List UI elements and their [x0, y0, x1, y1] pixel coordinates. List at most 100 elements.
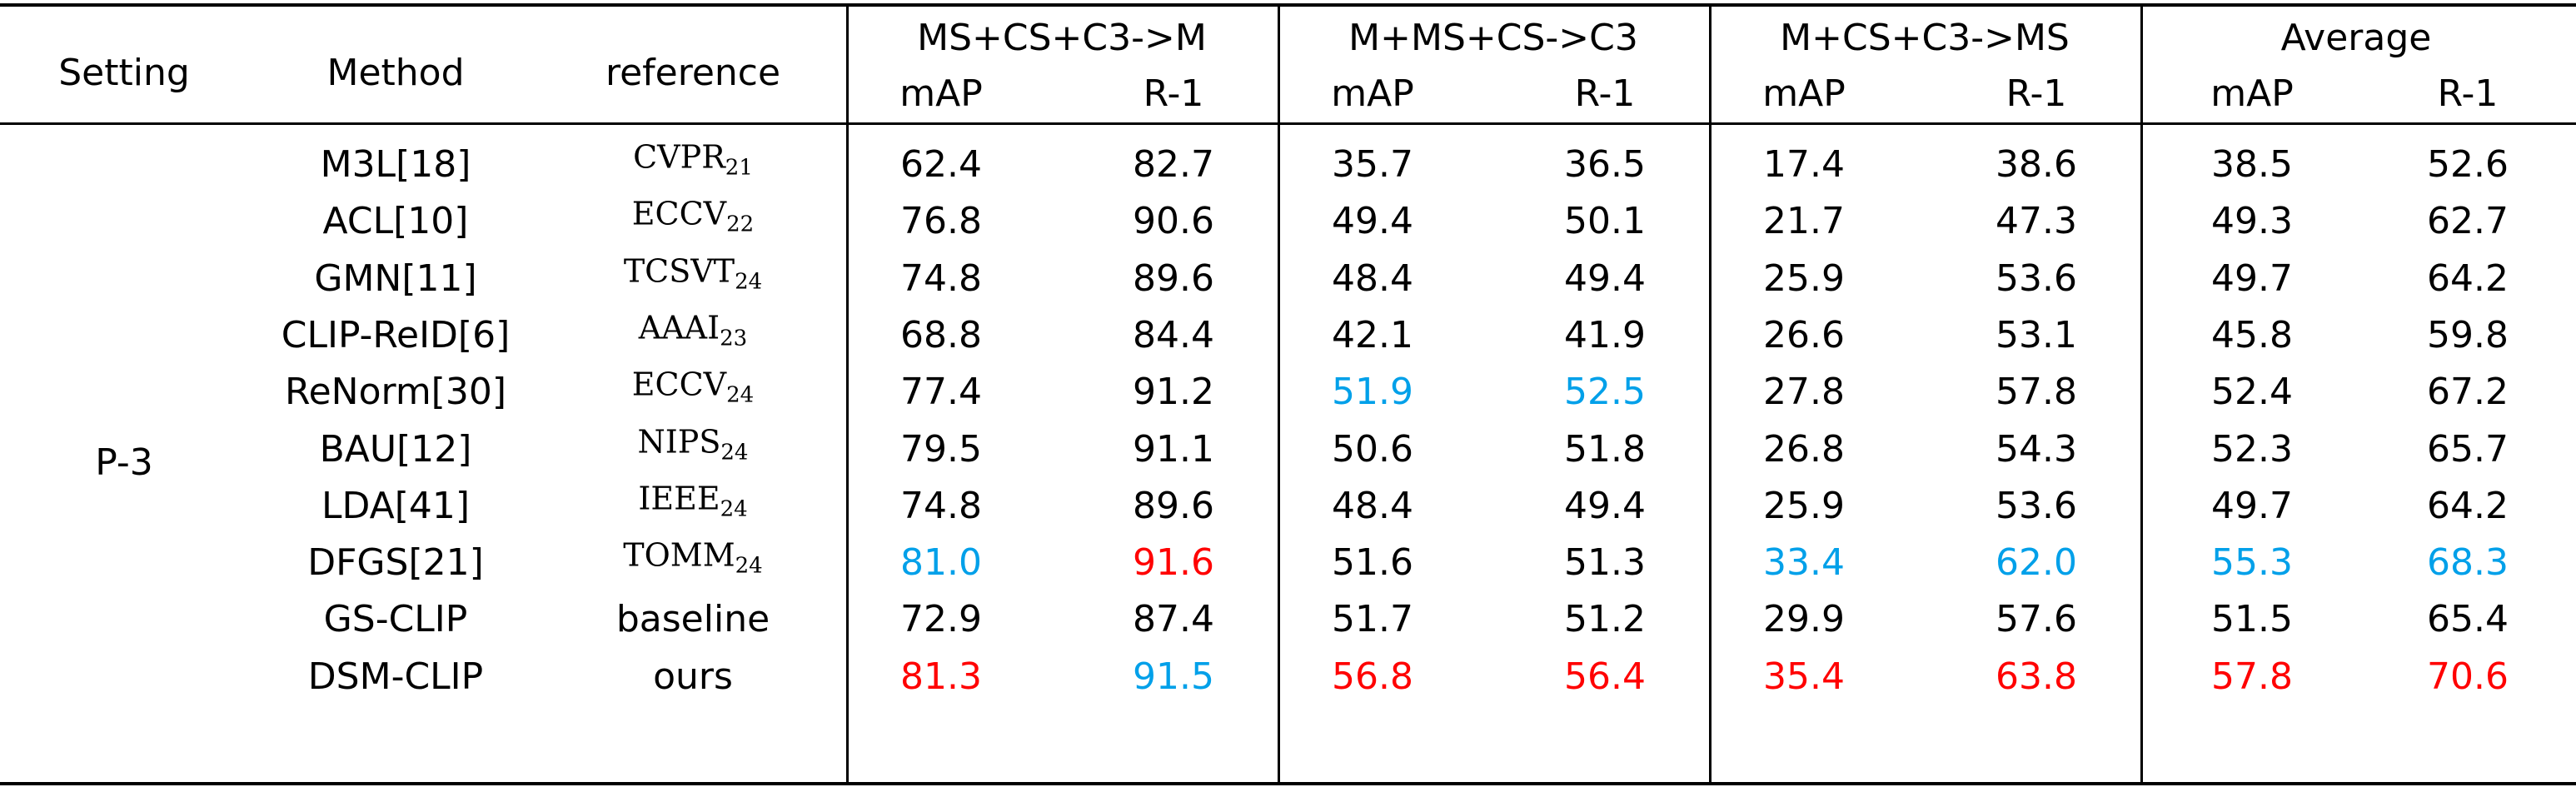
metric-value: 42.1 — [1332, 313, 1413, 356]
metric-value: 49.4 — [1564, 257, 1646, 300]
metric-value: 50.1 — [1564, 200, 1646, 243]
metric-value: 17.4 — [1763, 143, 1845, 186]
metric-value: 49.7 — [2211, 257, 2293, 300]
metric-value: 74.8 — [900, 484, 982, 527]
header-metric: R-1 — [1574, 72, 1636, 115]
header-metric: R-1 — [2437, 72, 2499, 115]
metric-value: 72.9 — [900, 598, 982, 641]
metric-value: 90.6 — [1133, 200, 1214, 243]
metric-value: 79.5 — [900, 427, 982, 471]
metric-value: 57.6 — [1996, 598, 2077, 641]
metric-value: 91.5 — [1133, 655, 1214, 698]
metric-value: 25.9 — [1763, 257, 1845, 300]
method-name: DFGS[21] — [307, 541, 484, 585]
metric-value: 38.5 — [2211, 143, 2293, 186]
bottom-rule — [0, 782, 2576, 785]
venue-year: 24 — [720, 496, 748, 522]
metric-value: 35.4 — [1763, 655, 1845, 698]
metric-value: 48.4 — [1332, 484, 1413, 527]
header-metric: mAP — [1762, 72, 1846, 115]
metric-value: 49.4 — [1332, 200, 1413, 243]
header-metric: R-1 — [1143, 72, 1204, 115]
metric-value: 74.8 — [900, 257, 982, 300]
venue-year: 24 — [735, 269, 763, 295]
metric-value: 27.8 — [1763, 371, 1845, 414]
method-name: GS-CLIP — [323, 598, 468, 641]
metric-value: 53.6 — [1996, 257, 2077, 300]
header-group: MS+CS+C3->M — [917, 17, 1207, 59]
metric-value: 38.6 — [1996, 143, 2077, 186]
header-metric: mAP — [1331, 72, 1414, 115]
metric-value: 48.4 — [1332, 257, 1413, 300]
column-separator — [846, 3, 849, 785]
method-name: M3L[18] — [320, 143, 471, 186]
metric-value: 47.3 — [1996, 200, 2077, 243]
metric-value: 89.6 — [1133, 484, 1214, 527]
setting-value: P-3 — [95, 441, 153, 484]
metric-value: 55.3 — [2211, 541, 2293, 585]
metric-value: 91.1 — [1133, 427, 1214, 471]
metric-value: 91.6 — [1133, 541, 1214, 585]
top-rule — [0, 3, 2576, 7]
metric-value: 64.2 — [2427, 257, 2509, 300]
venue-name: CVPR — [633, 138, 725, 176]
metric-value: 65.4 — [2427, 598, 2509, 641]
metric-value: 36.5 — [1564, 143, 1646, 186]
venue-year: 24 — [735, 553, 763, 579]
metric-value: 62.0 — [1996, 541, 2077, 585]
header-rule — [0, 122, 2576, 125]
header-metric: mAP — [899, 72, 983, 115]
reference-venue: CVPR21 — [633, 142, 753, 179]
venue-year: 24 — [720, 440, 749, 465]
metric-value: 54.3 — [1996, 427, 2077, 471]
header-metric: R-1 — [2005, 72, 2067, 115]
reference-venue: ECCV24 — [632, 369, 754, 406]
reference-venue: TCSVT24 — [624, 255, 762, 292]
metric-value: 67.2 — [2427, 371, 2509, 414]
metric-value: 64.2 — [2427, 484, 2509, 527]
metric-value: 84.4 — [1133, 313, 1214, 356]
reference-venue: NIPS24 — [638, 426, 749, 463]
metric-value: 57.8 — [2211, 655, 2293, 698]
metric-value: 56.8 — [1332, 655, 1413, 698]
metric-value: 51.8 — [1564, 427, 1646, 471]
metric-value: 26.6 — [1763, 313, 1845, 356]
venue-year: 21 — [725, 155, 753, 181]
metric-value: 49.7 — [2211, 484, 2293, 527]
metric-value: 52.6 — [2427, 143, 2509, 186]
metric-value: 45.8 — [2211, 313, 2293, 356]
metric-value: 51.5 — [2211, 598, 2293, 641]
method-name: BAU[12] — [319, 427, 472, 471]
reference-venue: TOMM24 — [623, 540, 762, 577]
method-name: GMN[11] — [314, 257, 477, 300]
metric-value: 53.6 — [1996, 484, 2077, 527]
metric-value: 29.9 — [1763, 598, 1845, 641]
metric-value: 51.6 — [1332, 541, 1413, 585]
metric-value: 87.4 — [1133, 598, 1214, 641]
metric-value: 76.8 — [900, 200, 982, 243]
metric-value: 57.8 — [1996, 371, 2077, 414]
metric-value: 25.9 — [1763, 484, 1845, 527]
column-separator — [1709, 3, 1712, 785]
metric-value: 68.3 — [2427, 541, 2509, 585]
venue-name: AAAI — [638, 309, 720, 346]
metric-value: 51.2 — [1564, 598, 1646, 641]
metric-value: 52.3 — [2211, 427, 2293, 471]
metric-value: 51.3 — [1564, 541, 1646, 585]
venue-name: baseline — [615, 598, 770, 641]
metric-value: 63.8 — [1996, 655, 2077, 698]
venue-name: ours — [653, 655, 733, 698]
venue-name: ECCV — [631, 195, 727, 232]
venue-name: IEEE — [638, 480, 720, 517]
metric-value: 81.0 — [900, 541, 982, 585]
metric-value: 59.8 — [2427, 313, 2509, 356]
metric-value: 77.4 — [900, 371, 982, 414]
metric-value: 33.4 — [1763, 541, 1845, 585]
metric-value: 70.6 — [2427, 655, 2509, 698]
metric-value: 41.9 — [1564, 313, 1646, 356]
reference-venue: IEEE24 — [638, 482, 747, 520]
method-name: ACL[10] — [322, 200, 469, 243]
venue-name: NIPS — [637, 423, 721, 460]
metric-value: 52.4 — [2211, 371, 2293, 414]
reference-venue: baseline — [616, 601, 770, 638]
